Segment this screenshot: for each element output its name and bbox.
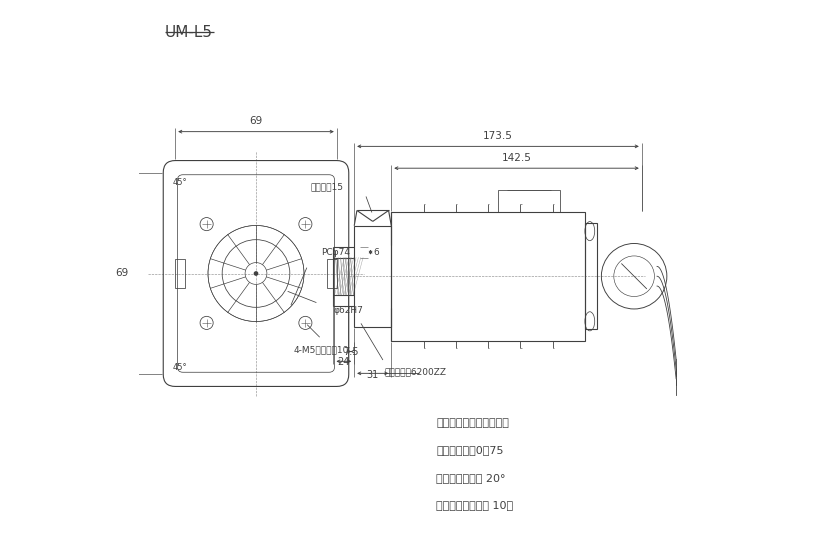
Text: 歯車名称　　ハスバ歯車: 歯車名称 ハスバ歯車 (436, 418, 509, 428)
Text: 173.5: 173.5 (483, 131, 513, 141)
Text: UM-L5: UM-L5 (165, 25, 213, 40)
Text: 142.5: 142.5 (501, 153, 532, 163)
Text: モジュール　0，75: モジュール 0，75 (436, 445, 504, 455)
Bar (498, 190, 560, 212)
Text: 有効歯幁15: 有効歯幁15 (310, 182, 343, 191)
Text: 69: 69 (115, 269, 129, 278)
Bar (328, 259, 337, 288)
Circle shape (254, 272, 258, 275)
Text: φ62H7: φ62H7 (333, 306, 363, 315)
Text: 24: 24 (337, 357, 350, 367)
Text: 31: 31 (366, 370, 379, 380)
Text: 4-M5ネジ有励10: 4-M5ネジ有励10 (294, 346, 349, 354)
Bar (354, 226, 391, 327)
Text: 7.5: 7.5 (343, 347, 359, 357)
Text: 45°: 45° (173, 363, 187, 372)
Bar (391, 212, 585, 341)
Text: 歯数　　　　　　 10枚: 歯数 10枚 (436, 500, 514, 510)
Text: 45°: 45° (173, 178, 187, 187)
Bar (585, 223, 597, 329)
Text: 圧力角　　　　 20°: 圧力角 20° (436, 473, 505, 482)
Text: 6: 6 (374, 248, 379, 257)
Bar (175, 259, 184, 288)
Text: 69: 69 (249, 116, 263, 126)
Text: 深溝玉軸受6200ZZ: 深溝玉軸受6200ZZ (384, 368, 446, 377)
Text: PCφ74: PCφ74 (322, 248, 351, 257)
